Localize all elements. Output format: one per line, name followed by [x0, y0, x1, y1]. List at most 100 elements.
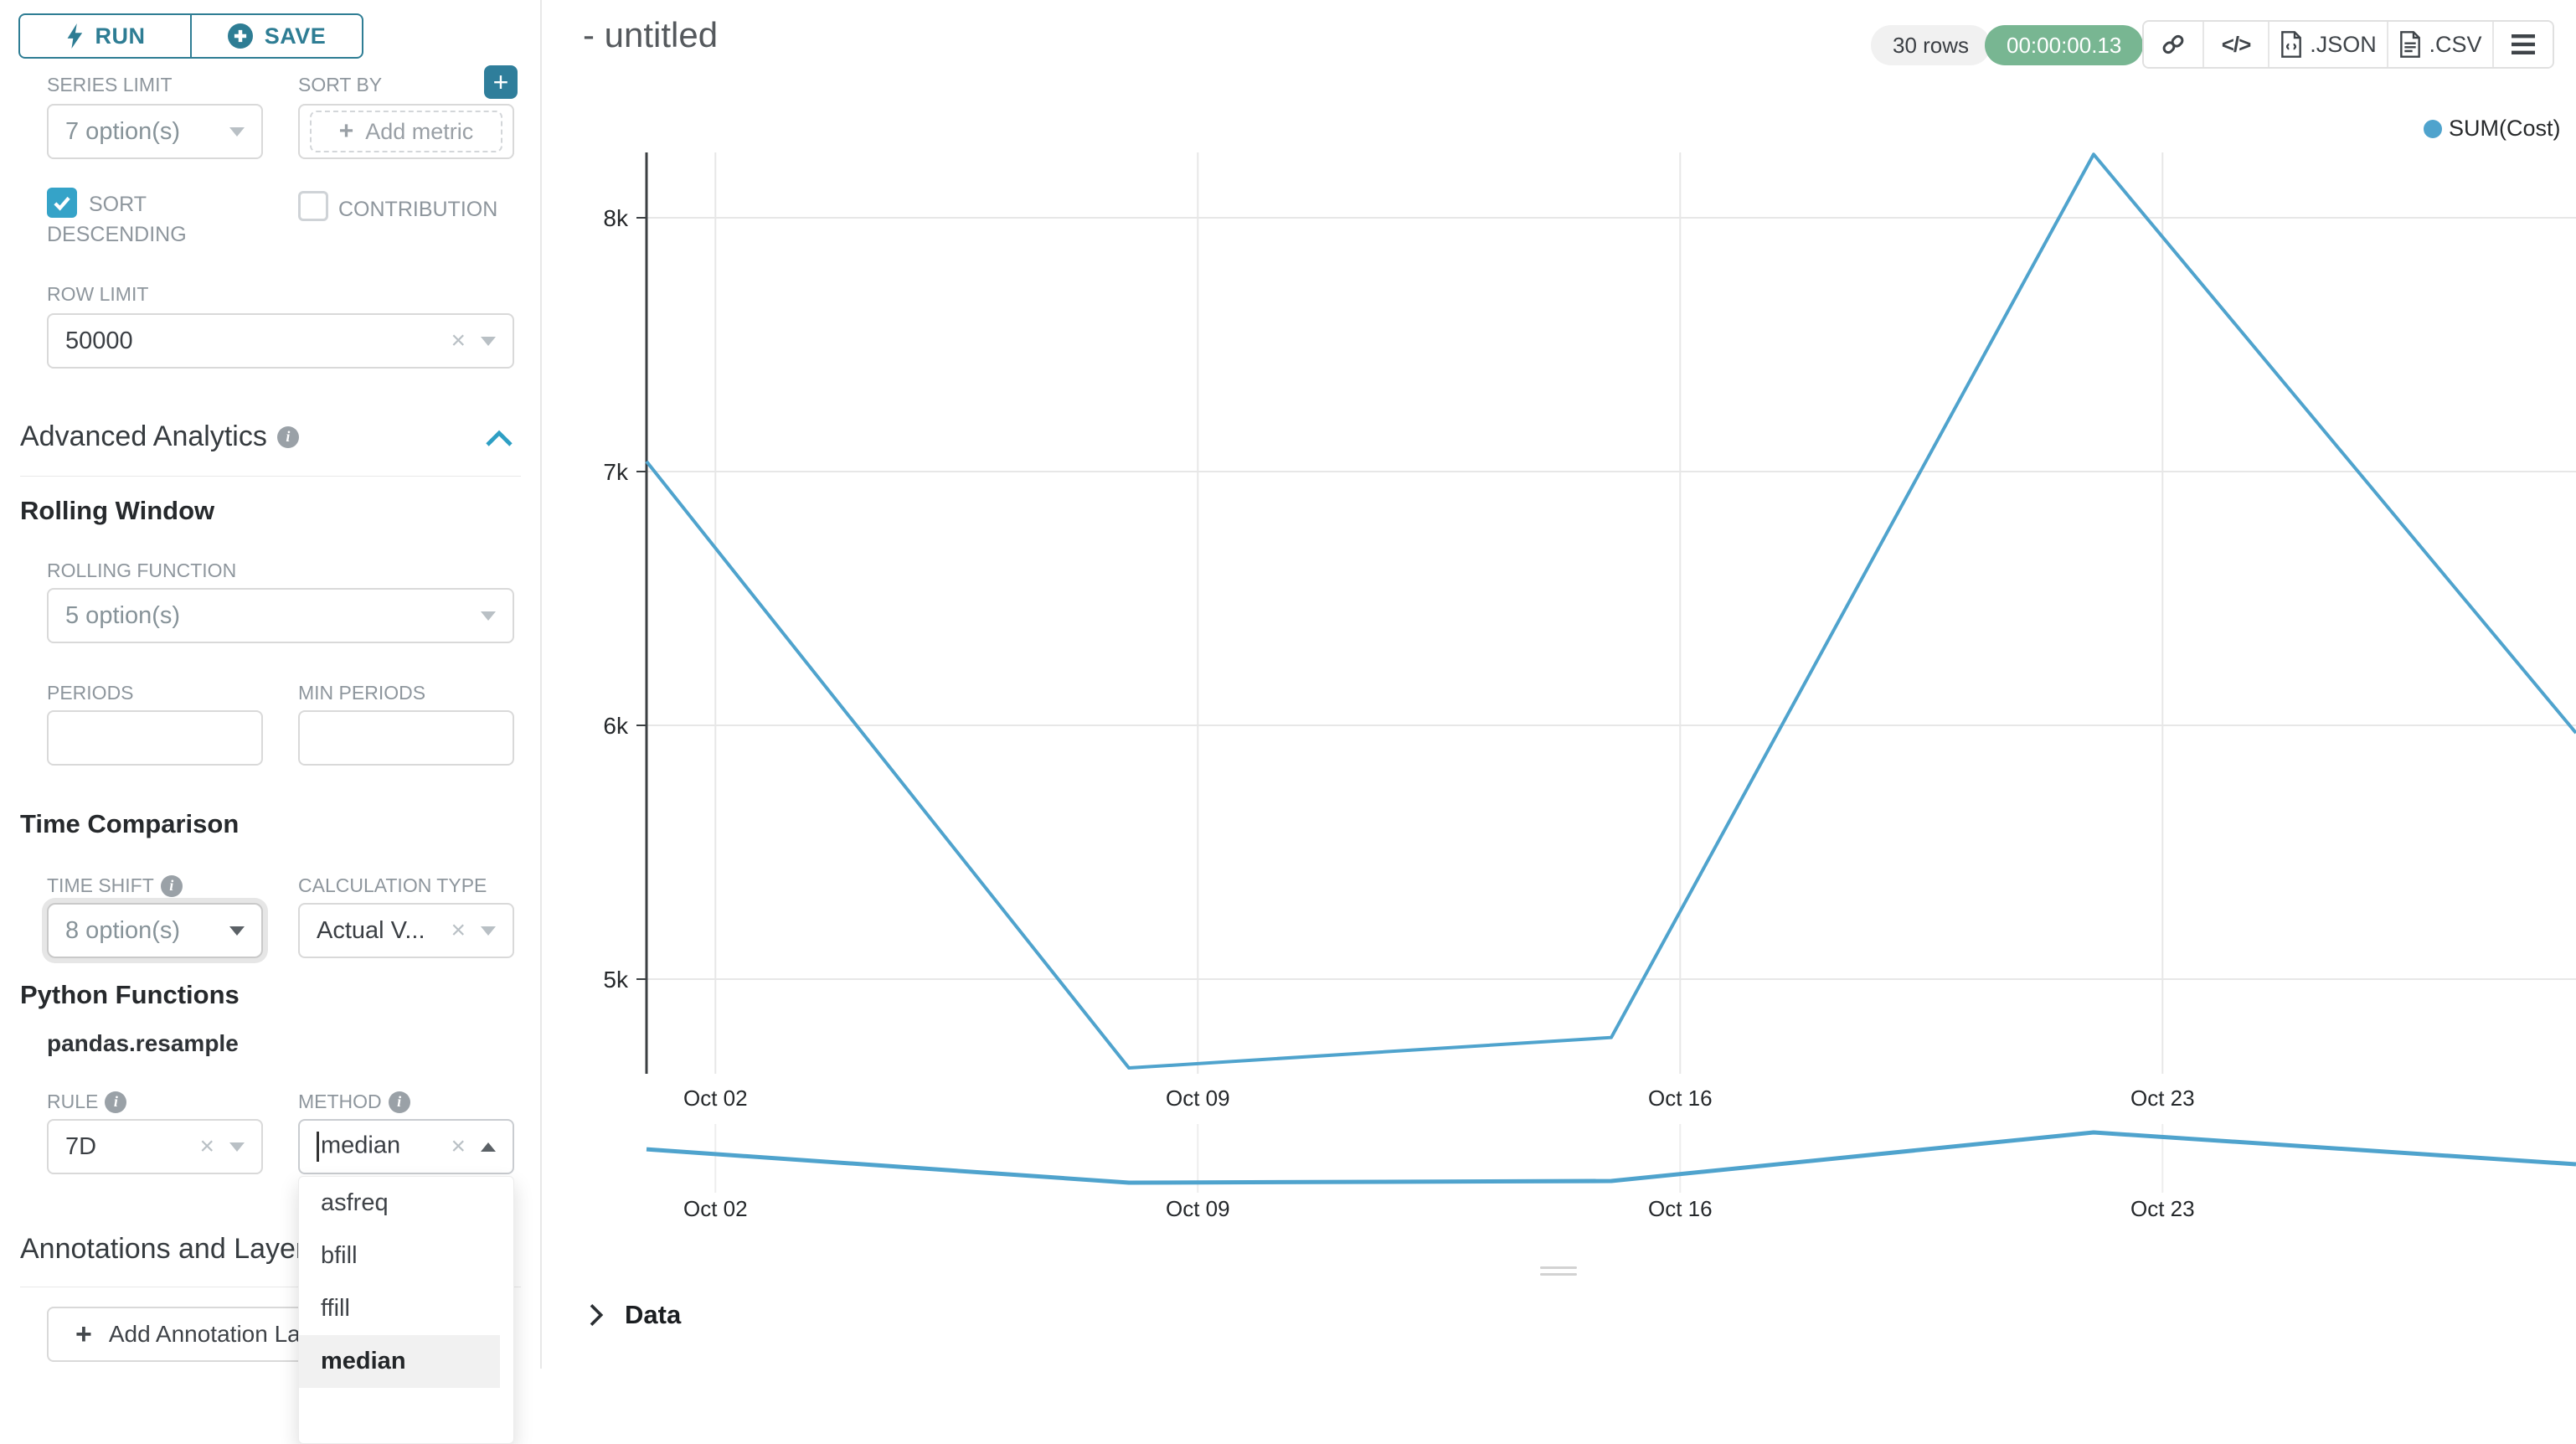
chart-title[interactable]: - untitled: [583, 15, 719, 54]
control-panel: RUN SAVE SERIES LIMIT SORT BY + 7 option…: [0, 0, 542, 1444]
method-option-bfill[interactable]: bfill: [321, 1242, 358, 1269]
add-annotation-layer-label: Add Annotation Layer: [108, 1321, 333, 1347]
clear-icon[interactable]: ×: [451, 327, 466, 354]
advanced-analytics-header[interactable]: Advanced Analytics i: [20, 420, 299, 453]
clear-icon[interactable]: ×: [451, 916, 466, 944]
rolling-function-value: 5 option(s): [65, 601, 181, 629]
min-periods-input[interactable]: [298, 710, 514, 766]
svg-text:6k: 6k: [603, 713, 629, 739]
method-option-ffill[interactable]: ffill: [321, 1295, 350, 1322]
rule-label: RULE i: [47, 1091, 127, 1113]
copy-link-button[interactable]: [2144, 22, 2202, 67]
periods-input[interactable]: [47, 710, 263, 766]
chart-legend[interactable]: SUM(Cost): [2424, 116, 2561, 142]
chevron-down-icon: [229, 126, 245, 137]
rule-label-text: RULE: [47, 1091, 99, 1112]
plus-circle-icon: [227, 23, 253, 49]
export-csv-button[interactable]: .CSV: [2387, 22, 2492, 67]
svg-text:5k: 5k: [603, 967, 629, 993]
clear-icon[interactable]: ×: [199, 1132, 214, 1160]
method-value-text: median: [321, 1132, 401, 1159]
legend-series-label: SUM(Cost): [2449, 116, 2561, 141]
more-options-button[interactable]: [2492, 22, 2553, 67]
method-combobox[interactable]: median ×: [298, 1119, 514, 1174]
series-limit-select[interactable]: 7 option(s): [47, 104, 263, 159]
svg-text:Oct 09: Oct 09: [1166, 1196, 1230, 1221]
divider: [20, 476, 521, 477]
data-panel-title: Data: [625, 1300, 682, 1329]
info-icon[interactable]: i: [160, 874, 183, 897]
run-save-button-group: RUN SAVE: [18, 13, 363, 59]
rolling-window-title: Rolling Window: [20, 496, 215, 525]
pandas-resample-subtitle: pandas.resample: [47, 1030, 239, 1056]
link-icon: [2162, 34, 2184, 54]
info-icon[interactable]: i: [388, 1091, 410, 1113]
method-label-text: METHOD: [298, 1091, 382, 1112]
time-shift-select[interactable]: 8 option(s): [47, 903, 263, 958]
export-json-label: .JSON: [2310, 31, 2377, 57]
time-shift-label-text: TIME SHIFT: [47, 874, 154, 896]
periods-label: PERIODS: [47, 682, 134, 704]
run-label: RUN: [95, 23, 146, 49]
row-limit-select[interactable]: 50000 ×: [47, 313, 514, 369]
svg-text:Oct 09: Oct 09: [1166, 1086, 1230, 1111]
python-functions-title: Python Functions: [20, 980, 240, 1009]
method-option-median[interactable]: median: [299, 1335, 500, 1388]
text-cursor: [317, 1132, 319, 1162]
save-button[interactable]: SAVE: [190, 15, 362, 57]
data-panel-header[interactable]: Data: [586, 1300, 681, 1330]
contribution-checkbox[interactable]: [298, 191, 328, 221]
time-shift-value: 8 option(s): [65, 916, 181, 944]
svg-text:Oct 23: Oct 23: [2130, 1196, 2195, 1221]
info-icon[interactable]: i: [276, 425, 299, 448]
calculation-type-select[interactable]: Actual V... ×: [298, 903, 514, 958]
chevron-down-icon: [229, 926, 245, 936]
chart-actions-toolbar: </> .JSON .CSV: [2142, 20, 2554, 69]
sort-by-label: SORT BY: [298, 74, 383, 95]
calculation-type-value: Actual V...: [317, 916, 425, 944]
legend-series-dot: [2424, 119, 2442, 138]
run-button[interactable]: RUN: [20, 15, 190, 57]
method-option-asfreq[interactable]: asfreq: [321, 1189, 389, 1216]
sort-by-field: + Add metric: [298, 104, 514, 159]
add-sort-by-button[interactable]: +: [484, 65, 518, 99]
time-comparison-title: Time Comparison: [20, 809, 240, 838]
calculation-type-label: CALCULATION TYPE: [298, 874, 487, 896]
chevron-down-icon: [481, 336, 496, 346]
add-metric-button[interactable]: + Add metric: [310, 111, 502, 152]
check-icon: [54, 196, 70, 211]
chevron-up-icon[interactable]: [484, 429, 514, 449]
query-timer-badge: 00:00:00.13: [1985, 25, 2144, 65]
rule-value: 7D: [65, 1132, 97, 1160]
svg-text:Oct 16: Oct 16: [1648, 1086, 1713, 1111]
svg-text:Oct 23: Oct 23: [2130, 1086, 2195, 1111]
svg-text:Oct 02: Oct 02: [683, 1086, 748, 1111]
code-icon: </>: [2221, 31, 2252, 57]
svg-text:8k: 8k: [603, 205, 629, 231]
plus-icon: +: [75, 1318, 92, 1350]
chevron-up-icon: [481, 1142, 496, 1152]
menu-icon: [2512, 34, 2535, 54]
file-json-icon: [2281, 31, 2302, 58]
rule-select[interactable]: 7D ×: [47, 1119, 263, 1174]
row-limit-label: ROW LIMIT: [47, 283, 149, 305]
chevron-down-icon: [481, 926, 496, 936]
save-label: SAVE: [264, 23, 327, 49]
panel-resize-handle[interactable]: [1540, 1266, 1577, 1280]
series-limit-value: 7 option(s): [65, 117, 181, 145]
time-shift-label: TIME SHIFT i: [47, 874, 183, 897]
add-metric-label: Add metric: [365, 118, 474, 144]
export-json-button[interactable]: .JSON: [2268, 22, 2387, 67]
annotations-layers-title: Annotations and Layers: [20, 1233, 320, 1265]
clear-icon[interactable]: ×: [451, 1132, 466, 1160]
rolling-function-select[interactable]: 5 option(s): [47, 588, 514, 643]
contribution-label: CONTRIBUTION: [338, 198, 498, 221]
method-label: METHOD i: [298, 1091, 410, 1113]
line-chart[interactable]: 8k 7k 6k 5k Oct 02 Oct 09 Oct 16 Oct 23 Oct 02 Oc…: [0, 0, 2576, 1369]
svg-text:Oct 02: Oct 02: [683, 1196, 748, 1221]
view-query-button[interactable]: </>: [2202, 22, 2268, 67]
row-limit-value: 50000: [65, 327, 133, 354]
info-icon[interactable]: i: [105, 1091, 127, 1113]
sort-descending-checkbox[interactable]: [47, 188, 77, 218]
svg-text:Oct 16: Oct 16: [1648, 1196, 1713, 1221]
